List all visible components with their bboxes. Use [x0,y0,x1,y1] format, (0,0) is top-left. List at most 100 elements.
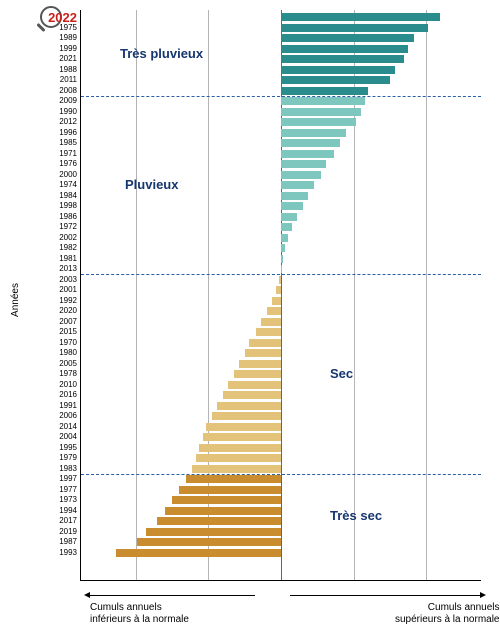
year-label: 1979 [59,454,77,462]
bar [281,97,365,105]
year-label: 2005 [59,360,77,368]
year-label: 2002 [59,234,77,242]
x-arrow-right-icon [290,595,480,596]
year-label: 1977 [59,486,77,494]
bar [196,454,281,462]
bar [281,118,356,126]
category-separator [81,474,481,475]
bar [179,486,281,494]
year-label: 2008 [59,87,77,95]
bar [281,160,326,168]
year-label: 1995 [59,444,77,452]
year-label: 2021 [59,55,77,63]
category-label: Très pluvieux [120,46,203,61]
y-axis-title: Années [10,283,21,317]
bar [256,328,281,336]
year-label: 1996 [59,129,77,137]
year-label: 1990 [59,108,77,116]
category-separator [81,274,481,275]
year-label: 1991 [59,402,77,410]
bar [281,223,292,231]
bar [249,339,281,347]
bar [281,202,303,210]
year-label: 2013 [59,265,77,273]
bar [157,517,281,525]
bar [281,234,288,242]
year-label: 2007 [59,318,77,326]
bar [212,412,281,420]
year-label: 1997 [59,475,77,483]
bar [261,318,281,326]
year-label: 1984 [59,192,77,200]
year-label: 1972 [59,223,77,231]
year-label: 2012 [59,118,77,126]
year-label: 1985 [59,139,77,147]
year-label: 2011 [60,76,77,84]
year-label: 2009 [59,97,77,105]
bar [239,360,281,368]
x-label-right: Cumuls annuelssupérieurs à la normale [395,602,500,626]
bar [281,265,282,273]
year-label: 1998 [59,202,77,210]
year-label: 1975 [59,24,77,32]
bar [276,286,281,294]
year-label: 2004 [59,433,77,441]
year-label: 2016 [59,391,77,399]
bar [228,381,281,389]
bar [223,391,281,399]
year-label: 1973 [59,496,77,504]
category-label: Sec [330,366,353,381]
bar [281,76,390,84]
bar [165,507,281,515]
year-label: 1989 [59,34,77,42]
year-label: 1978 [59,370,77,378]
bar [281,192,308,200]
year-label: 2022 [48,11,77,24]
year-label: 1976 [59,160,77,168]
category-separator [81,96,481,97]
bar [272,297,281,305]
year-label: 1994 [59,507,77,515]
bar [281,255,283,263]
category-label: Très sec [330,508,382,523]
year-label: 1993 [59,549,77,557]
bar [137,538,281,546]
bar [206,423,281,431]
year-label: 1983 [59,465,77,473]
bar [245,349,281,357]
bar [281,213,297,221]
year-label: 1970 [59,339,77,347]
year-label: 1971 [59,150,77,158]
year-label: 2014 [59,423,77,431]
bar [203,433,281,441]
year-label: 2003 [59,276,77,284]
bar [281,34,414,42]
bar [281,108,361,116]
year-label: 1980 [59,349,77,357]
year-label: 1999 [59,45,77,53]
category-label: Pluvieux [125,177,178,192]
year-label: 2006 [59,412,77,420]
bar [281,66,395,74]
bar [281,171,321,179]
x-arrow-left-icon [90,595,255,596]
year-label: 1981 [59,255,77,263]
bar [234,370,281,378]
year-label: 1982 [59,244,77,252]
year-label: 2020 [59,307,77,315]
year-label: 1986 [59,213,77,221]
year-label: 1987 [59,538,77,546]
bar [281,150,334,158]
bar [279,276,281,284]
bar [192,465,281,473]
bar [116,549,281,557]
year-label: 2010 [59,381,77,389]
bar [281,87,368,95]
year-label: 1992 [59,297,77,305]
bar [281,139,340,147]
bar [281,13,440,21]
bar [267,307,281,315]
year-label: 2000 [59,171,77,179]
year-label: 2001 [59,286,77,294]
bar [281,244,285,252]
